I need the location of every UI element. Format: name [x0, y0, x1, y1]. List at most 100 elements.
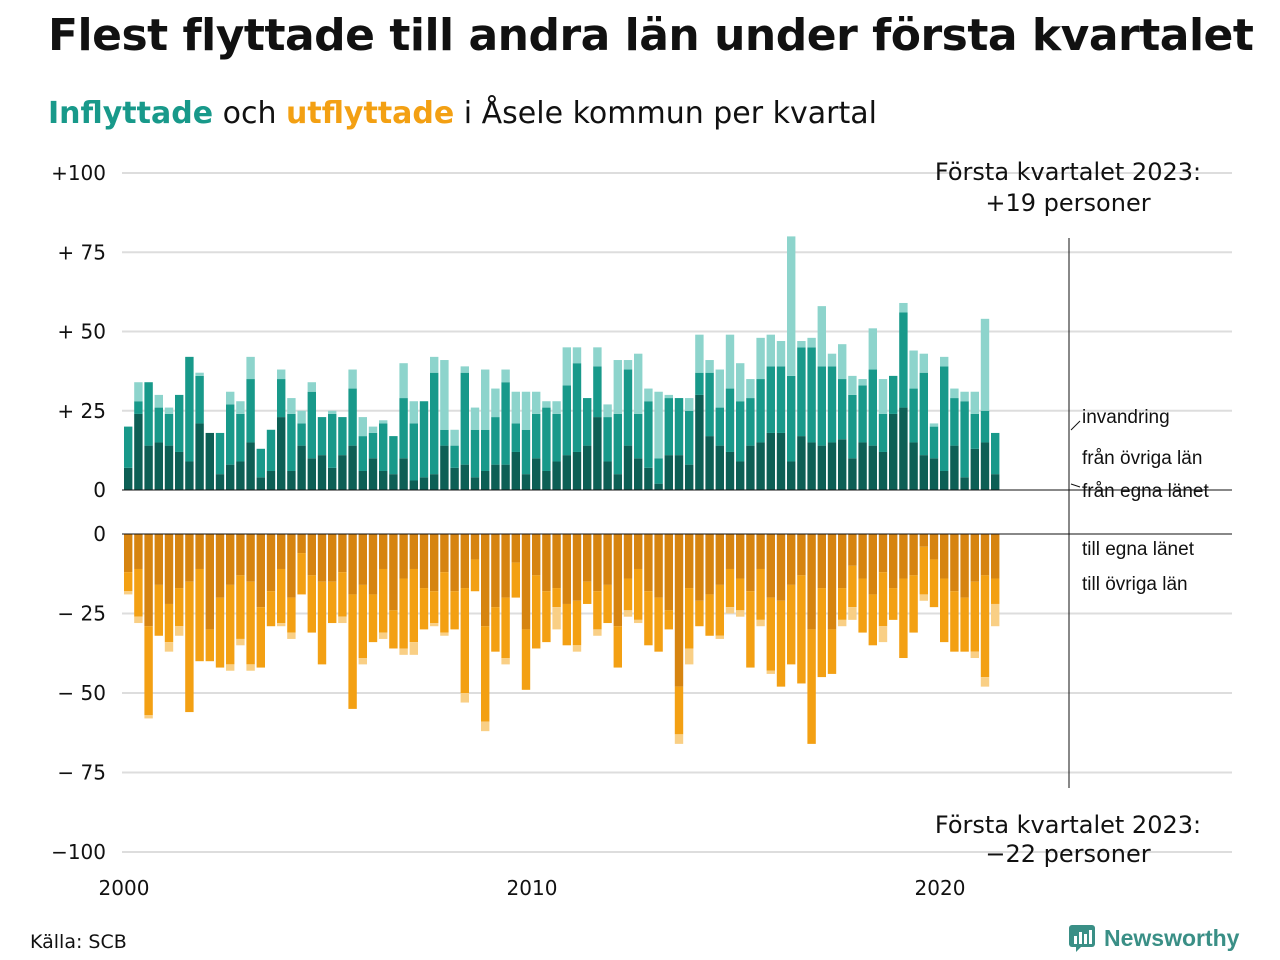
bar-in-own [552, 461, 561, 490]
bar-in-own [389, 474, 398, 490]
bar-in-other [358, 436, 367, 471]
bar-out-own [572, 534, 582, 601]
bar-out-other [175, 588, 184, 627]
bar-in-other [481, 429, 490, 471]
bar-in-own [797, 436, 806, 490]
source-text: Källa: SCB [30, 931, 127, 953]
bar-out-own [909, 534, 918, 576]
bar-out-emigration [236, 638, 245, 646]
bar-out-other [440, 572, 449, 633]
bar-out-other [236, 575, 245, 639]
bar-in-other [277, 379, 286, 418]
bar-in-other [623, 369, 633, 446]
bar-out-other [827, 629, 837, 674]
bar-out-other [205, 629, 214, 662]
bar-out-own [226, 534, 235, 585]
bar-out-own [215, 534, 225, 598]
bar-out-own [878, 534, 888, 573]
bar-out-own [848, 534, 857, 566]
bar-in-other [552, 413, 561, 462]
bar-in-own [776, 432, 786, 490]
bar-out-other [562, 603, 571, 646]
bar-out-other [368, 594, 378, 643]
bar-out-other [685, 588, 694, 649]
bar-in-own [154, 442, 163, 490]
bar-out-emigration [277, 623, 286, 627]
bar-out-other [756, 568, 765, 620]
bar-out-own [695, 534, 704, 601]
bar-out-own [338, 534, 347, 573]
bar-out-own [124, 534, 133, 573]
bar-in-own [124, 467, 133, 490]
y-tick-label-top: +100 [51, 161, 106, 185]
bar-in-own [511, 451, 520, 490]
bar-in-immigration [358, 417, 367, 437]
bar-in-immigration [644, 388, 653, 402]
bar-in-immigration [766, 334, 775, 367]
bar-out-own [307, 534, 316, 576]
bar-in-own [878, 451, 888, 490]
bar-out-other [164, 603, 174, 643]
bar-in-own [409, 480, 418, 490]
bar-in-immigration [134, 382, 143, 402]
bar-in-other [583, 398, 592, 446]
bar-in-own [909, 442, 918, 490]
bar-in-other [756, 379, 765, 443]
bar-out-other [797, 575, 806, 684]
bar-out-other [450, 591, 459, 630]
bar-out-other [593, 591, 602, 630]
bar-in-immigration [960, 391, 969, 402]
label-invandring: invandring [1082, 407, 1170, 428]
bar-out-own [154, 534, 163, 585]
bar-out-emigration [246, 664, 255, 671]
bar-in-other [776, 366, 786, 433]
label-till-ovriga-lan: till övriga län [1082, 574, 1188, 595]
bar-out-other [287, 597, 296, 633]
bar-out-own [185, 534, 194, 582]
bar-out-other [603, 584, 612, 624]
bar-in-other [226, 404, 235, 465]
bar-out-other [909, 575, 918, 633]
bar-out-emigration [175, 626, 184, 636]
bar-in-own [766, 432, 775, 490]
bar-out-emigration [685, 648, 694, 665]
bar-out-other [552, 588, 561, 608]
y-tick-label-top: + 75 [57, 240, 106, 264]
bar-in-immigration [919, 353, 928, 373]
bar-in-immigration [664, 394, 673, 399]
bar-in-other [154, 407, 163, 443]
bar-in-own [685, 464, 694, 490]
y-tick-label-bottom: −100 [51, 840, 106, 864]
bar-in-immigration [501, 369, 510, 383]
bar-out-own [705, 534, 714, 595]
bar-in-other [899, 312, 908, 408]
bar-out-own [980, 534, 990, 576]
bar-in-other [195, 375, 204, 424]
bar-in-other [307, 391, 316, 459]
bar-out-other [348, 594, 357, 709]
bar-in-immigration [776, 341, 786, 367]
bar-in-immigration [277, 369, 286, 380]
bar-out-emigration [552, 607, 561, 630]
bar-out-other [317, 581, 327, 665]
bar-chart-icon [1069, 925, 1095, 952]
bar-out-other [746, 591, 755, 668]
bar-in-own [980, 442, 990, 490]
bar-in-other [562, 385, 571, 456]
bar-out-emigration [338, 616, 347, 624]
bar-in-own [348, 445, 357, 490]
bar-in-immigration [878, 379, 888, 414]
bar-in-immigration [827, 353, 837, 367]
bar-out-other [787, 584, 796, 665]
bar-out-emigration [980, 677, 990, 687]
bar-in-other [991, 432, 1000, 475]
bar-in-own [746, 445, 755, 490]
bar-in-other [919, 372, 928, 456]
bar-in-immigration [287, 398, 296, 414]
bar-in-immigration [756, 337, 765, 380]
x-tick-label: 2010 [507, 876, 558, 900]
bar-out-other [481, 626, 490, 722]
bar-in-other [766, 366, 775, 433]
bar-out-own [399, 534, 408, 579]
bar-out-own [470, 534, 480, 560]
